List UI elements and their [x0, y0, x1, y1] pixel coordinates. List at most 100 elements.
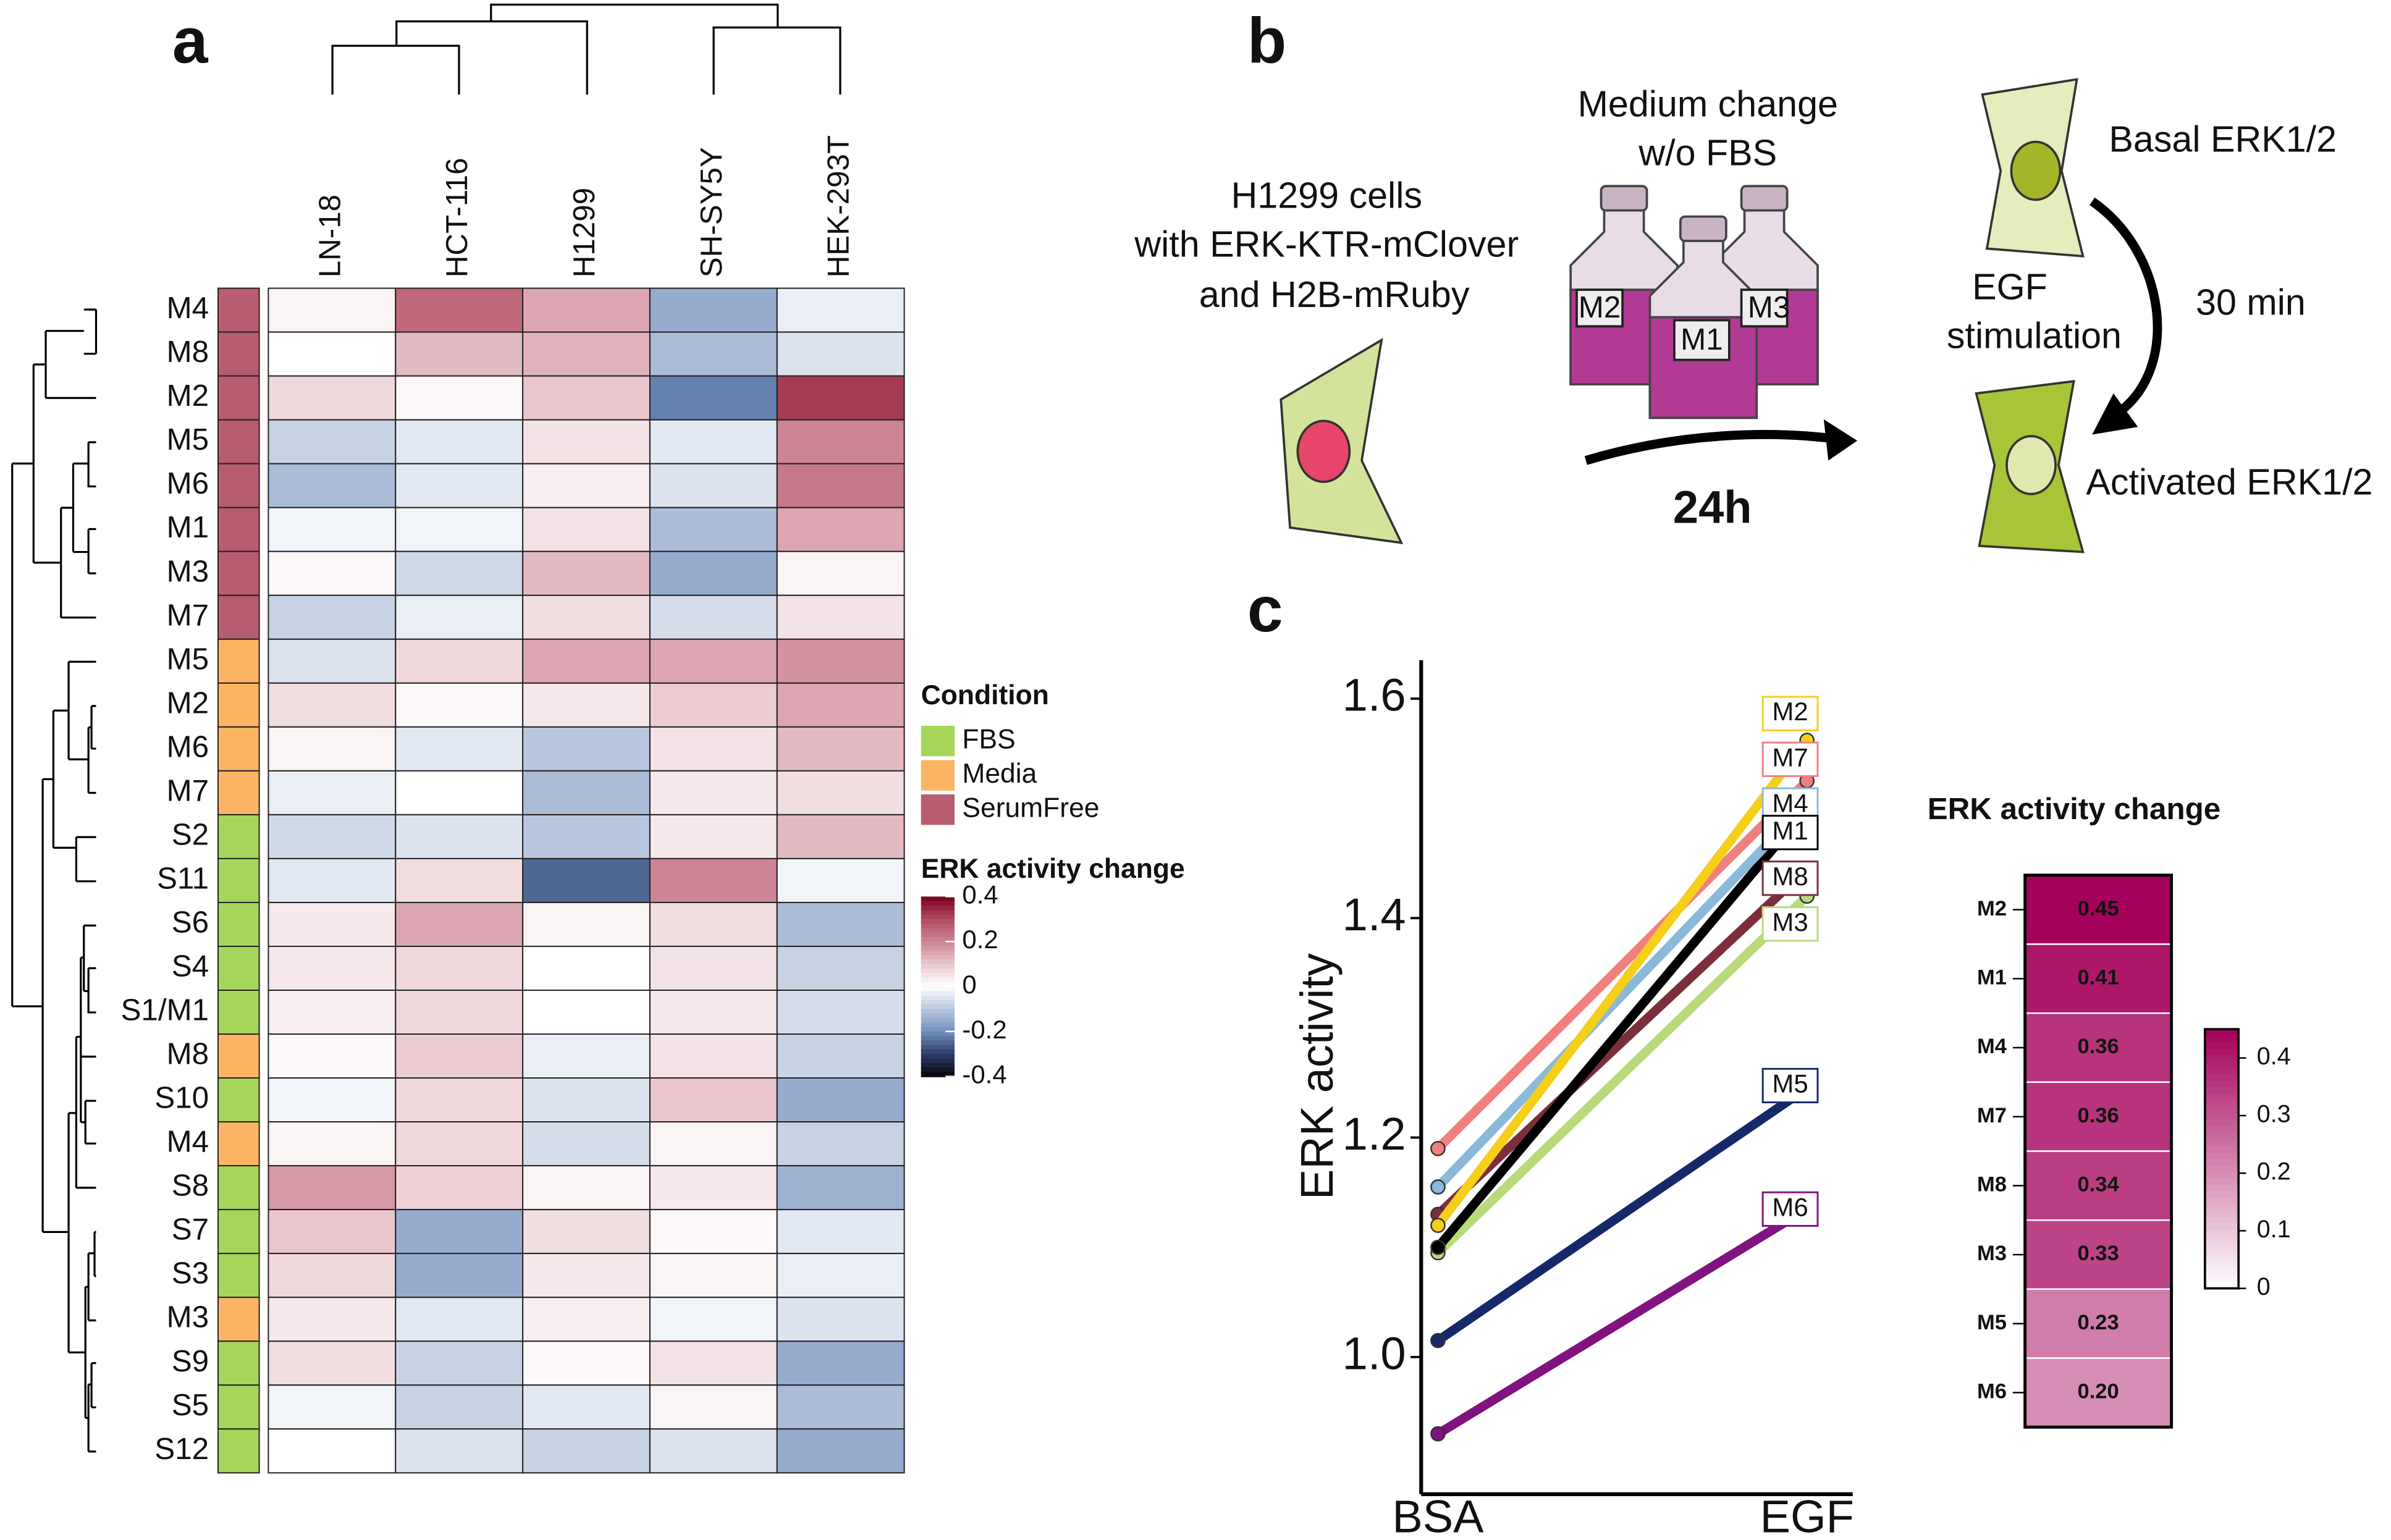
colorbar-segment — [921, 999, 955, 1006]
heatmap-cell — [776, 1077, 905, 1123]
heatmap-cell — [776, 1297, 905, 1342]
heatmap-cell — [522, 550, 651, 596]
condition-cell — [217, 1340, 260, 1386]
colorbar-segment — [2204, 1282, 2239, 1289]
condition-cell — [217, 1077, 260, 1123]
heatmap-cell — [649, 901, 778, 947]
heatmap-cell — [776, 463, 905, 508]
flask-label: M1 — [1680, 322, 1723, 356]
heatmap-cell — [776, 331, 905, 377]
heatmap-cell — [649, 419, 778, 465]
colorbar-segment — [921, 1022, 955, 1028]
heatmap-cell — [522, 1340, 651, 1386]
column-label: HCT-116 — [440, 158, 474, 277]
heatmap-cell — [649, 726, 778, 772]
value-label: 0.41 — [2077, 966, 2119, 989]
heatmap-cell — [649, 1165, 778, 1211]
value-label: 0.45 — [2077, 897, 2119, 920]
heatmap-cell — [395, 594, 524, 640]
heatmap-cell — [649, 638, 778, 684]
heatmap-cell — [395, 1121, 524, 1167]
colorbar-segment — [2204, 1249, 2239, 1257]
heatmap-cell — [522, 331, 651, 377]
condition-cell — [217, 638, 260, 684]
series-line — [1433, 798, 1812, 1192]
colorbar-segment — [921, 919, 955, 925]
heatmap-cell — [522, 1428, 651, 1474]
condition-cell — [217, 331, 260, 377]
heatmap-cell — [395, 1428, 524, 1474]
colorbar-segment — [921, 1062, 955, 1069]
heatmap-cell — [395, 1384, 524, 1430]
point — [1430, 1218, 1446, 1233]
colorbar-segment — [921, 1045, 955, 1051]
value-label: 0.20 — [2077, 1380, 2119, 1403]
condition-cell — [217, 1209, 260, 1255]
heatmap-cell — [776, 1121, 905, 1167]
colorbar-segment — [921, 1058, 955, 1064]
heatmap-cell — [776, 770, 905, 815]
heatmap-cell — [522, 857, 651, 903]
colorbar-segment — [921, 955, 955, 961]
colorbar-tick-label: 0.3 — [2257, 1100, 2291, 1127]
condition-cell — [217, 1033, 260, 1079]
column-dendrogram — [331, 3, 841, 95]
legend-label: FBS — [962, 724, 1015, 754]
row-label: M1 — [1977, 966, 2007, 989]
heatmap-cell — [776, 945, 905, 991]
heatmap-cell — [268, 594, 397, 640]
heatmap-cell — [268, 770, 397, 815]
colorbar-segment — [921, 986, 955, 992]
colorbar-segment — [2204, 1100, 2239, 1108]
heatmap-cell — [268, 726, 397, 772]
colorbar-segment — [2204, 1184, 2239, 1192]
legend-swatch — [921, 760, 955, 791]
colorbar-segment — [2204, 1119, 2239, 1127]
row-label: M8 — [167, 1037, 209, 1071]
arrow — [2089, 197, 2162, 416]
row-label: S11 — [157, 861, 209, 895]
y-tick-label: 1.0 — [1343, 1328, 1406, 1379]
y-tick-label: 1.6 — [1343, 670, 1406, 721]
colorbar-segment — [921, 973, 955, 978]
row-label: M8 — [1977, 1172, 2007, 1196]
heatmap-cell — [268, 1297, 397, 1342]
colorbar-segment — [2204, 1223, 2239, 1231]
condition-cell — [217, 1384, 260, 1430]
heatmap-cell — [522, 287, 651, 333]
colorbar-segment — [2204, 1113, 2239, 1121]
condition-cell — [217, 726, 260, 772]
legend-swatch — [921, 794, 955, 825]
colorbar-segment — [2204, 1158, 2239, 1166]
colorbar-tick-label: 0.2 — [2257, 1158, 2291, 1185]
colorbar-segment — [2204, 1256, 2239, 1263]
colorbar-segment — [2204, 1029, 2239, 1037]
colorbar-tick-label: 0.4 — [2257, 1043, 2291, 1070]
heatmap-cell — [395, 1340, 524, 1386]
heatmap-cell — [522, 1253, 651, 1298]
condition-cell — [217, 375, 260, 421]
value-label: 0.36 — [2077, 1104, 2119, 1127]
heatmap-cell — [395, 638, 524, 684]
series-label-box — [1761, 696, 1819, 731]
row-label: S10 — [154, 1081, 209, 1115]
panel-label: b — [1247, 5, 1286, 77]
heatmap-cell — [776, 550, 905, 596]
diagram-text: Medium change — [1578, 83, 1838, 125]
row-label: S5 — [172, 1388, 209, 1422]
heatmap-cell — [395, 1077, 524, 1123]
heatmap-cell — [268, 814, 397, 859]
series-label: M2 — [1772, 697, 1808, 726]
colorbar-border — [2204, 1028, 2240, 1290]
condition-cell — [217, 857, 260, 903]
y-tick-label: 1.4 — [1343, 889, 1406, 940]
heatmap-cell — [2024, 1357, 2172, 1428]
heatmap-cell — [776, 419, 905, 465]
colorbar-tick-label: 0 — [2257, 1273, 2271, 1300]
colorbar-segment — [921, 1004, 955, 1010]
colorbar-title: ERK activity change — [921, 854, 1185, 884]
point — [1430, 1179, 1446, 1195]
heatmap-cell — [776, 682, 905, 728]
point — [1430, 1426, 1446, 1442]
colorbar-segment — [2204, 1035, 2239, 1043]
